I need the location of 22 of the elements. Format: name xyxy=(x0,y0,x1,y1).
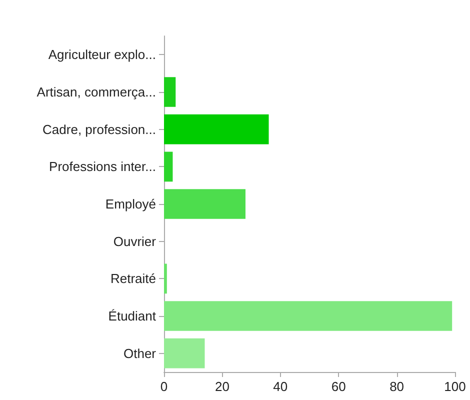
bar xyxy=(164,338,205,368)
bar xyxy=(164,114,269,144)
y-tick-label: Other xyxy=(123,346,157,361)
x-tick-label: 40 xyxy=(273,379,288,394)
x-tick-label: 20 xyxy=(214,379,230,394)
bar xyxy=(164,77,176,107)
x-tick-label: 0 xyxy=(160,379,168,394)
y-tick-label: Retraité xyxy=(110,271,156,286)
x-tick-label: 60 xyxy=(331,379,346,394)
bar xyxy=(164,152,173,182)
bar xyxy=(164,301,452,331)
y-tick-label: Étudiant xyxy=(108,308,156,324)
bar xyxy=(164,189,246,219)
y-tick-label: Ouvrier xyxy=(113,234,157,249)
bar xyxy=(164,264,167,294)
x-tick-label: 100 xyxy=(444,379,466,394)
y-tick-label: Artisan, commerça... xyxy=(36,84,156,100)
x-tick-label: 80 xyxy=(390,379,404,394)
y-tick-label: Agriculteur explo... xyxy=(48,47,156,62)
y-tick-label: Cadre, profession... xyxy=(42,122,156,137)
y-tick-label: Employé xyxy=(105,196,156,212)
y-tick-label: Professions inter... xyxy=(49,159,156,174)
